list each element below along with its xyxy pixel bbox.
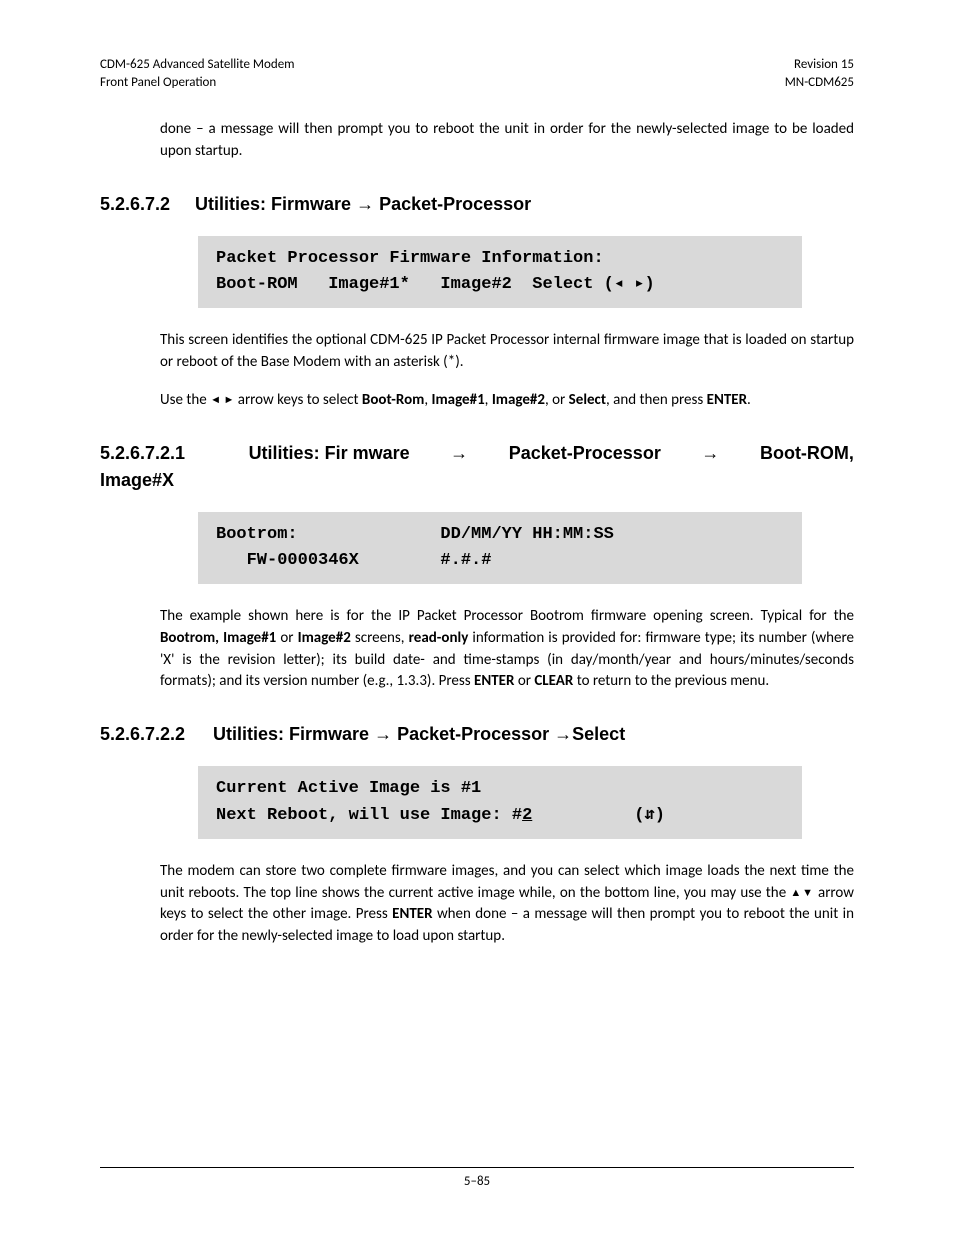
body-paragraph: This screen identifies the optional CDM-…: [160, 330, 854, 374]
up-down-arrow-icon: ▲▼: [790, 886, 813, 899]
up-down-arrow-icon: ⇵: [644, 806, 654, 825]
lcd-line: Current Active Image is #1: [216, 779, 481, 798]
key-enter: ENTER: [392, 905, 432, 923]
lcd-line: Boot-ROM Image#1* Image#2 Select (◂ ▸): [216, 275, 655, 294]
lcd-line: Bootrom: DD/MM/YY HH:MM:SS: [216, 525, 614, 544]
text: or: [276, 629, 297, 647]
header-left-line1: CDM-625 Advanced Satellite Modem: [100, 56, 295, 74]
key-enter: ENTER: [707, 391, 747, 409]
section-title-part: Utilities: Firmware: [195, 194, 356, 214]
lcd-line-part: Next Reboot, will use Image: #: [216, 806, 522, 825]
header-right-line2: MN-CDM625: [785, 74, 854, 92]
section-number: 5.2.6.7.2.2: [100, 721, 208, 748]
page-header: CDM-625 Advanced Satellite Modem Front P…: [100, 56, 854, 91]
text: The example shown here is for the IP Pac…: [160, 607, 854, 625]
text: arrow keys to select: [234, 391, 362, 409]
intro-paragraph: done – a message will then prompt you to…: [160, 119, 854, 163]
header-left: CDM-625 Advanced Satellite Modem Front P…: [100, 56, 295, 91]
section-title-part: Utilities: Firmware: [213, 724, 374, 744]
option-bold: Select: [569, 391, 606, 409]
text: ,: [485, 391, 492, 409]
text: Use the: [160, 391, 210, 409]
lcd-line-part: ): [655, 806, 665, 825]
text: The modem can store two complete firmwar…: [160, 862, 854, 902]
section-number: 5.2.6.7.2: [100, 191, 190, 218]
lcd-display-2: Bootrom: DD/MM/YY HH:MM:SS FW-0000346X #…: [198, 512, 802, 585]
section-title-part: Packet-Processor: [509, 440, 661, 467]
body-paragraph: The modem can store two complete firmwar…: [160, 861, 854, 948]
document-page: CDM-625 Advanced Satellite Modem Front P…: [0, 0, 954, 1235]
text: screens,: [351, 629, 409, 647]
section-title-line2: Image#X: [100, 470, 174, 490]
text: to return to the previous menu.: [573, 672, 769, 690]
lcd-line: Packet Processor Firmware Information:: [216, 249, 604, 268]
lcd-display-3: Current Active Image is #1 Next Reboot, …: [198, 766, 802, 839]
option-bold: Image#2: [492, 391, 545, 409]
left-right-arrow-icon: ◄ ►: [210, 393, 234, 406]
lcd-display-1: Packet Processor Firmware Information: B…: [198, 236, 802, 309]
body-paragraph: The example shown here is for the IP Pac…: [160, 606, 854, 693]
lcd-line-part: (: [532, 806, 644, 825]
key-enter: ENTER: [474, 672, 514, 690]
text: , and then press: [606, 391, 707, 409]
section-title-part: Select: [572, 724, 625, 744]
option-bold: Boot-Rom: [362, 391, 424, 409]
header-right-line1: Revision 15: [785, 56, 854, 74]
right-arrow-icon: →: [356, 194, 374, 214]
header-left-line2: Front Panel Operation: [100, 74, 295, 92]
right-arrow-icon: →: [450, 440, 468, 467]
section-heading-1: 5.2.6.7.2 Utilities: Firmware → Packet-P…: [100, 191, 854, 218]
right-arrow-icon: →: [374, 724, 392, 744]
option-bold: read-only: [409, 629, 469, 647]
right-arrow-icon: →: [554, 724, 572, 744]
lcd-line: FW-0000346X #.#.#: [216, 551, 491, 570]
text: .: [747, 391, 751, 409]
right-arrow-icon: →: [701, 440, 719, 467]
header-right: Revision 15 MN-CDM625: [785, 56, 854, 91]
option-bold: Image#1: [431, 391, 484, 409]
section-heading-3: 5.2.6.7.2.2 Utilities: Firmware → Packet…: [100, 721, 854, 748]
section-title-part: Utilities: Fir mware: [249, 440, 410, 467]
text: , or: [545, 391, 569, 409]
lcd-editable-value: 2: [522, 806, 532, 825]
page-footer: 5–85: [100, 1167, 854, 1189]
section-number: 5.2.6.7.2.1: [100, 440, 208, 467]
option-bold: Bootrom, Image#1: [160, 629, 276, 647]
text: or: [514, 672, 534, 690]
section-title-part: Packet-Processor: [374, 194, 531, 214]
key-clear: CLEAR: [534, 672, 573, 690]
body-paragraph: Use the ◄ ► arrow keys to select Boot-Ro…: [160, 390, 854, 412]
section-heading-2: 5.2.6.7.2.1 Utilities: Fir mware → Packe…: [100, 440, 854, 494]
section-title-part: Boot-ROM,: [760, 440, 854, 467]
section-title-part: Packet-Processor: [392, 724, 554, 744]
page-number: 5–85: [464, 1174, 490, 1189]
option-bold: Image#2: [298, 629, 351, 647]
